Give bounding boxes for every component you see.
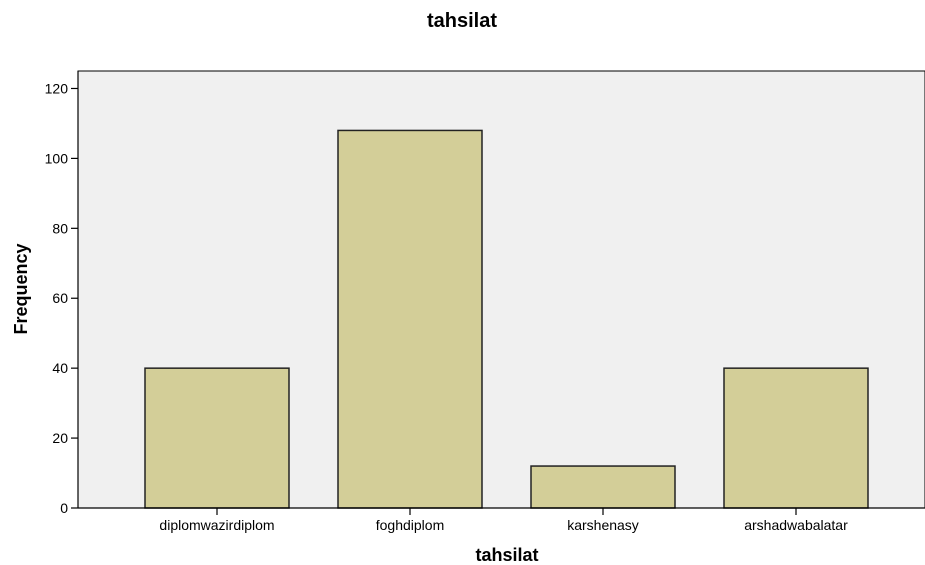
x-axis: diplomwazirdiplom foghdiplom karshenasy ars… bbox=[78, 507, 925, 533]
x-tick-label: foghdiplom bbox=[376, 517, 445, 533]
y-tick-label: 120 bbox=[45, 80, 69, 96]
y-tick-label: 20 bbox=[52, 430, 68, 446]
y-tick-label: 0 bbox=[60, 500, 68, 516]
bar-karshenasy bbox=[530, 465, 676, 509]
chart-title: tahsilat bbox=[427, 10, 497, 32]
y-tick-label: 60 bbox=[52, 290, 68, 306]
x-tick-label: arshadwabalatar bbox=[744, 517, 848, 533]
x-axis-label: tahsilat bbox=[475, 545, 538, 565]
x-tick-label: diplomwazirdiplom bbox=[159, 517, 274, 533]
bar-foghdiplom bbox=[337, 129, 483, 509]
bar-arshadwabalatar bbox=[723, 367, 869, 509]
y-tick-label: 40 bbox=[52, 360, 68, 376]
bar-diplomwazirdiplom bbox=[144, 367, 290, 509]
x-tick-label: karshenasy bbox=[567, 517, 639, 533]
y-axis-label: Frequency bbox=[11, 243, 31, 334]
y-axis: 0 20 40 60 80 100 120 bbox=[45, 71, 79, 516]
y-tick-label: 80 bbox=[52, 220, 68, 236]
y-tick-label: 100 bbox=[45, 150, 69, 166]
